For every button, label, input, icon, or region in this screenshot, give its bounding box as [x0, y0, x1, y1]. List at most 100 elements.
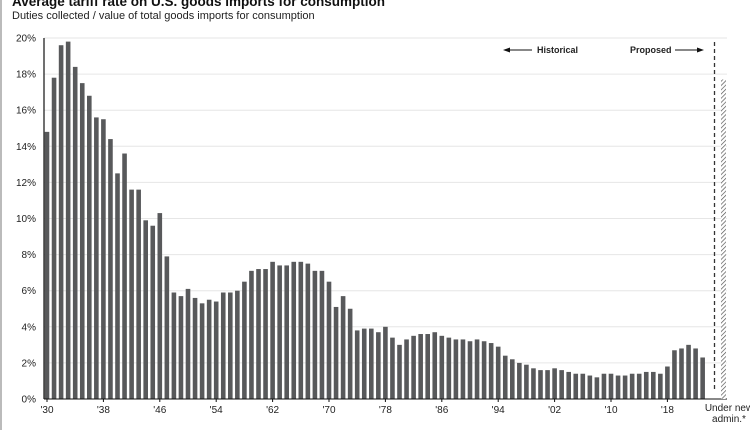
bar-1938 [101, 119, 106, 399]
bar-1981 [404, 339, 409, 399]
bar-1933 [65, 41, 71, 400]
y-tick-label: 4% [22, 322, 37, 333]
bar-1972 [340, 296, 346, 399]
bar-1942 [129, 189, 134, 399]
bar-2018 [665, 366, 670, 399]
bar-1952 [199, 303, 205, 399]
bar-2010 [608, 373, 614, 399]
x-tick-label: '62 [266, 405, 279, 416]
bar-1989 [460, 339, 466, 399]
bar-1985 [432, 332, 438, 399]
left-border [0, 0, 2, 430]
bar-2001 [545, 370, 550, 399]
bar-1948 [171, 292, 177, 399]
bar-1970 [326, 281, 332, 399]
historical-annotation: Historical [503, 45, 578, 55]
bar-1982 [411, 335, 416, 399]
bar-1949 [178, 296, 184, 399]
bar-1951 [192, 297, 198, 399]
bar-1953 [206, 299, 212, 399]
y-tick-label: 12% [16, 178, 36, 189]
proposed-annotation: Proposed [630, 45, 704, 55]
bar-1955 [220, 292, 226, 399]
arrow-left-icon [503, 47, 510, 53]
bar-1979 [390, 337, 395, 399]
bar-1994 [495, 346, 501, 399]
bar-1991 [474, 339, 480, 399]
proposed-bar [721, 79, 726, 399]
bar-1973 [347, 308, 353, 399]
bar-1945 [150, 225, 156, 399]
historical-label: Historical [537, 45, 578, 55]
bar-1931 [51, 77, 57, 400]
bar-1999 [531, 368, 536, 399]
bar-1946 [157, 213, 163, 399]
bar-2009 [601, 373, 607, 399]
x-tick-label: '86 [435, 405, 448, 416]
bar-1997 [517, 362, 522, 399]
bar-1978 [383, 326, 388, 399]
bar-2004 [566, 371, 571, 399]
bar-1984 [425, 334, 430, 399]
bar-1934 [72, 66, 78, 399]
bar-1939 [108, 139, 113, 399]
chart-subtitle: Duties collected / value of total goods … [12, 10, 315, 22]
x-tick-label: '78 [379, 405, 392, 416]
bar-2011 [615, 375, 621, 399]
bar-1935 [79, 83, 85, 399]
bar-2008 [594, 377, 600, 399]
proposed-label: Proposed [630, 45, 672, 55]
bar-1956 [228, 292, 233, 399]
x-tick-label: '54 [210, 405, 223, 416]
bar-1971 [333, 306, 339, 399]
bar-1969 [319, 270, 325, 399]
bar-2020 [679, 348, 684, 399]
bar-1996 [510, 359, 515, 399]
bar-2023 [700, 357, 705, 399]
bar-2022 [693, 348, 698, 399]
bar-1944 [143, 220, 148, 399]
y-tick-label: 16% [16, 106, 36, 117]
x-tick-label: '94 [492, 405, 505, 416]
y-axis-ticks: 0% 2% 4% 6% 8% 10% 12% 14% 16% 18% 20% [16, 34, 36, 406]
bar-2006 [580, 373, 586, 399]
arrow-right-icon [697, 47, 704, 53]
bars [44, 41, 705, 400]
x-tick-label: '02 [548, 405, 561, 416]
x-tick-label: '18 [661, 405, 674, 416]
bar-2003 [559, 370, 564, 399]
bar-1940 [115, 173, 120, 399]
bar-1930 [44, 131, 50, 400]
bar-1992 [481, 341, 487, 399]
x-tick-label: '46 [153, 405, 166, 416]
y-tick-label: 2% [22, 358, 37, 369]
proposed-x-label-line1: Under new [705, 403, 750, 414]
bar-1974 [354, 330, 360, 399]
bar-1954 [213, 301, 219, 399]
bar-1990 [467, 341, 473, 399]
bar-2017 [658, 373, 663, 399]
bar-1966 [298, 261, 304, 399]
bar-1937 [94, 117, 99, 400]
bar-1968 [312, 270, 318, 399]
x-tick-label: '10 [604, 405, 617, 416]
bar-1959 [249, 270, 254, 399]
bar-2002 [552, 368, 557, 399]
bar-1963 [277, 265, 282, 399]
y-tick-label: 8% [22, 250, 37, 261]
bar-2014 [636, 373, 642, 399]
x-tick-label: '30 [40, 405, 53, 416]
bar-1987 [446, 337, 452, 399]
bar-1964 [284, 265, 289, 399]
bar-1957 [235, 290, 240, 399]
bar-2019 [672, 350, 677, 399]
bar-1936 [87, 95, 92, 399]
bar-1941 [122, 153, 127, 399]
bar-1960 [256, 269, 261, 399]
chart-title: Average tariff rate on U.S. goods import… [12, 0, 386, 9]
bar-1962 [270, 261, 275, 399]
bar-1943 [136, 189, 141, 399]
bar-1976 [369, 328, 374, 399]
y-tick-label: 10% [16, 214, 36, 225]
bar-1995 [502, 355, 508, 399]
